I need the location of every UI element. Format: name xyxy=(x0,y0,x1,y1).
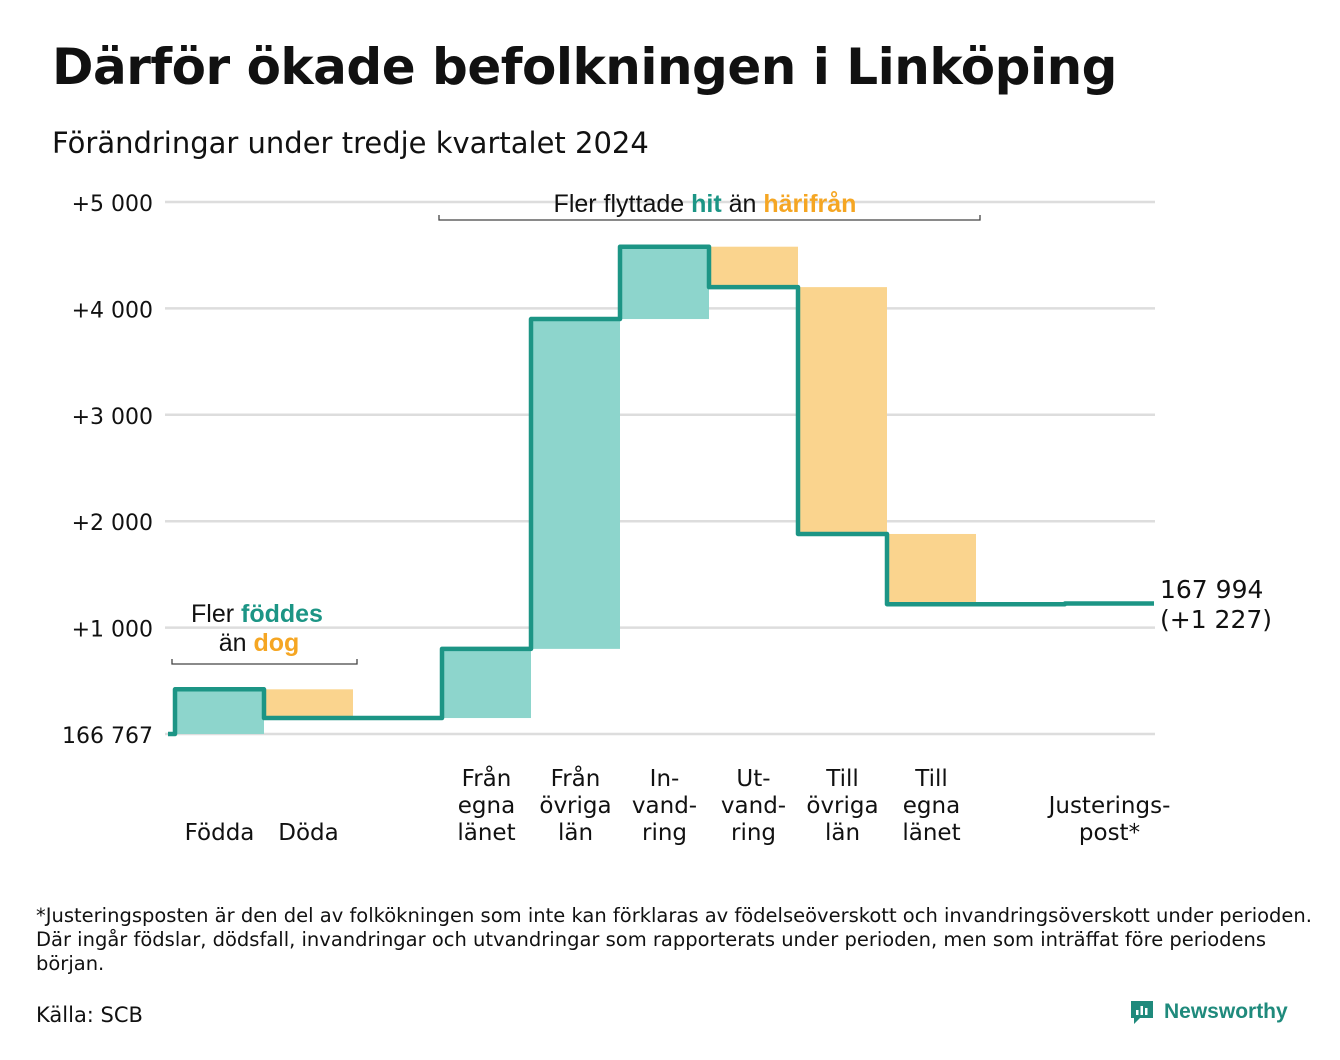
category-label: ring xyxy=(731,820,776,846)
source-label: Källa: SCB xyxy=(36,1003,143,1027)
increase-bar xyxy=(531,319,620,649)
cumulative-step-line xyxy=(168,244,1154,737)
decrease-bar xyxy=(264,689,353,719)
category-label: länet xyxy=(902,820,960,846)
decrease-bar xyxy=(798,287,887,534)
step-line-layer xyxy=(168,244,1154,737)
annotation-bracket xyxy=(438,215,981,221)
category-label: egna xyxy=(903,793,960,819)
category-label: län xyxy=(825,820,860,846)
waterfall-chart: 166 767 +1 000 +2 000 +3 000 +4 000 +5 000 Fö… xyxy=(62,190,1272,846)
category-label: vand- xyxy=(632,793,697,819)
category-label: In- xyxy=(650,766,680,792)
y-tick-label: +4 000 xyxy=(72,298,153,323)
category-label: vand- xyxy=(721,793,786,819)
increase-bar xyxy=(442,648,531,719)
y-tick-label: 166 767 xyxy=(62,724,153,749)
chart-subtitle: Förändringar under tredje kvartalet 2024 xyxy=(52,126,649,160)
end-value-label: 167 994 xyxy=(1160,575,1263,604)
footnote: *Justeringsposten är den del av folkökni… xyxy=(36,904,1312,975)
brand-logo[interactable]: Newsworthy xyxy=(1128,998,1288,1026)
annotation-bracket xyxy=(171,659,358,665)
category-label: Till xyxy=(825,766,859,792)
annotation-births-line1: Fler föddes xyxy=(191,600,323,628)
category-label: Justerings- xyxy=(1047,793,1171,819)
category-label: Från xyxy=(462,764,512,792)
y-tick-label: +3 000 xyxy=(72,405,153,430)
y-axis-layer: 166 767 +1 000 +2 000 +3 000 +4 000 +5 000 xyxy=(62,192,153,749)
increase-bar xyxy=(620,246,709,320)
category-label-layer: Födda DödaFrånegnalänetFrånövrigalänIn-va… xyxy=(185,764,1171,846)
decrease-bar xyxy=(887,533,976,605)
category-label: Döda xyxy=(278,820,338,846)
y-tick-label: +5 000 xyxy=(72,192,153,217)
grid-layer xyxy=(165,200,1155,736)
chart-title: Därför ökade befolkningen i Linköping xyxy=(52,38,1117,96)
newsworthy-logo-icon xyxy=(1131,1001,1153,1024)
category-label: ring xyxy=(642,820,687,846)
category-label: post* xyxy=(1079,820,1140,846)
category-label: övriga xyxy=(539,793,611,819)
category-label: övriga xyxy=(806,793,878,819)
category-label: Ut- xyxy=(736,766,770,792)
y-tick-label: +2 000 xyxy=(72,511,153,536)
bar-layer xyxy=(175,246,1154,734)
category-label: Födda xyxy=(185,820,255,846)
category-label: län xyxy=(558,820,593,846)
annotation-migration: Fler flyttade hit än härifrån xyxy=(554,190,857,218)
annotation-births-line2: än dog xyxy=(219,629,300,657)
decrease-bar xyxy=(709,246,798,288)
category-label: egna xyxy=(458,793,515,819)
y-tick-label: +1 000 xyxy=(72,618,153,643)
category-label: Till xyxy=(914,766,948,792)
increase-bar xyxy=(175,689,264,734)
category-label: Från xyxy=(551,764,601,792)
brand-name: Newsworthy xyxy=(1164,1000,1288,1023)
category-label: länet xyxy=(457,820,515,846)
end-change-label: (+1 227) xyxy=(1160,605,1272,634)
